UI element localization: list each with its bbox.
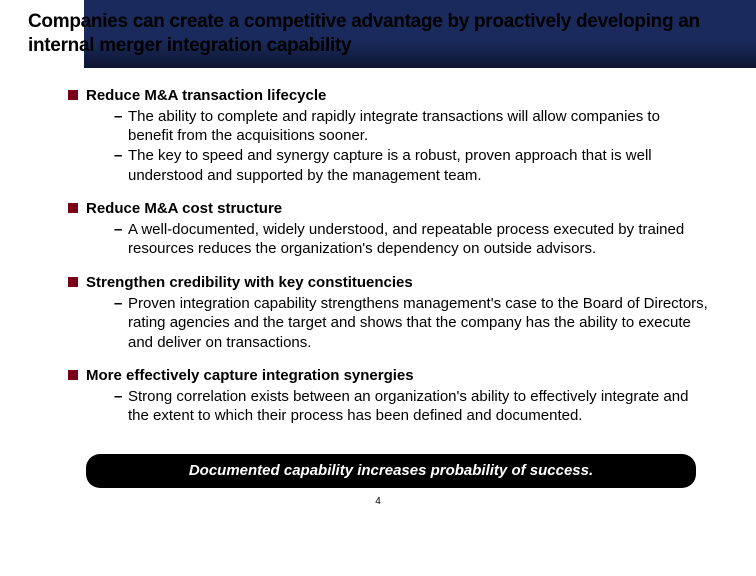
- section-block: Reduce M&A transaction lifecycle The abi…: [86, 86, 708, 185]
- footer-text: Documented capability increases probabil…: [189, 462, 593, 479]
- slide-header: Companies can create a competitive advan…: [0, 0, 756, 68]
- section-title: Reduce M&A cost structure: [86, 199, 708, 219]
- section-title: Strengthen credibility with key constitu…: [86, 273, 708, 293]
- footer-callout: Documented capability increases probabil…: [86, 454, 696, 488]
- section-title: Reduce M&A transaction lifecycle: [86, 86, 708, 106]
- section-title: More effectively capture integration syn…: [86, 366, 708, 386]
- section-sublist: Strong correlation exists between an org…: [86, 387, 708, 425]
- slide-title: Companies can create a competitive advan…: [28, 10, 732, 58]
- section-sublist: The ability to complete and rapidly inte…: [86, 107, 708, 185]
- section-block: More effectively capture integration syn…: [86, 366, 708, 426]
- page-number: 4: [0, 496, 756, 507]
- section-sublist: A well-documented, widely understood, an…: [86, 220, 708, 258]
- slide-body: Reduce M&A transaction lifecycle The abi…: [0, 68, 756, 448]
- sub-bullet: Strong correlation exists between an org…: [114, 387, 708, 425]
- sub-bullet: The ability to complete and rapidly inte…: [114, 107, 708, 145]
- section-sublist: Proven integration capability strengthen…: [86, 294, 708, 352]
- sub-bullet: A well-documented, widely understood, an…: [114, 220, 708, 258]
- section-block: Strengthen credibility with key constitu…: [86, 273, 708, 352]
- sub-bullet: The key to speed and synergy capture is …: [114, 146, 708, 184]
- sub-bullet: Proven integration capability strengthen…: [114, 294, 708, 352]
- section-block: Reduce M&A cost structure A well-documen…: [86, 199, 708, 259]
